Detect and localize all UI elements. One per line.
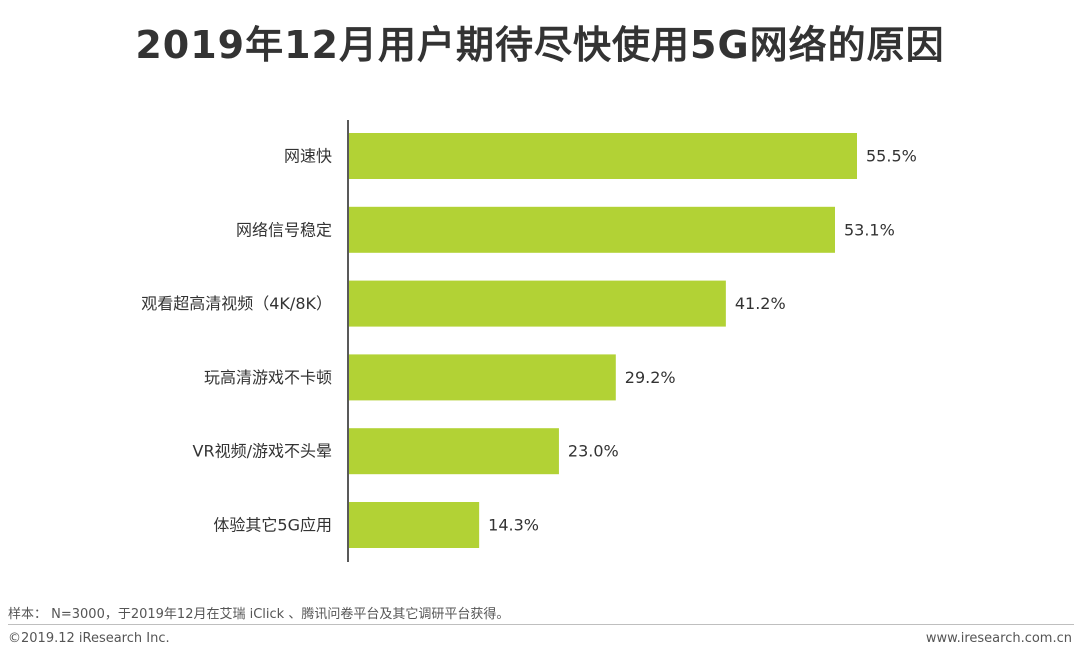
bar-2 <box>348 280 726 327</box>
value-label-4: 23.0% <box>568 442 619 461</box>
value-label-1: 53.1% <box>844 220 895 239</box>
bar-chart: 网速快 55.5% 网络信号稳定 53.1% 观看超高清视频（4K/8K） 41.2% 玩高… <box>141 120 917 562</box>
value-label-2: 41.2% <box>735 294 786 313</box>
bar-4 <box>348 428 559 475</box>
value-label-0: 55.5% <box>866 147 917 166</box>
category-label-5: 体验其它5G应用 <box>213 516 332 535</box>
bar-0 <box>348 133 857 179</box>
category-label-4: VR视频/游戏不头晕 <box>193 442 332 461</box>
category-label-0: 网速快 <box>284 147 332 166</box>
website-link[interactable]: www.iresearch.com.cn <box>925 631 1072 646</box>
category-label-3: 玩高清游戏不卡顿 <box>204 368 332 387</box>
footer-divider <box>8 624 1074 625</box>
value-label-3: 29.2% <box>625 368 676 387</box>
category-label-1: 网络信号稳定 <box>236 220 332 239</box>
copyright-text: ©2019.12 iResearch Inc. <box>8 631 170 646</box>
bar-5 <box>348 502 480 548</box>
category-label-2: 观看超高清视频（4K/8K） <box>141 294 332 313</box>
bar-1 <box>348 206 835 253</box>
sample-note: 样本： N=3000，于2019年12月在艾瑞 iClick 、腾讯问卷平台及其… <box>8 607 510 622</box>
bar-3 <box>348 354 616 401</box>
bars-layer: 网速快 55.5% 网络信号稳定 53.1% 观看超高清视频（4K/8K） 41.2% 玩高… <box>141 133 917 548</box>
chart-title: 2019年12月用户期待尽快使用5G网络的原因 <box>135 23 945 67</box>
value-label-5: 14.3% <box>488 516 539 535</box>
